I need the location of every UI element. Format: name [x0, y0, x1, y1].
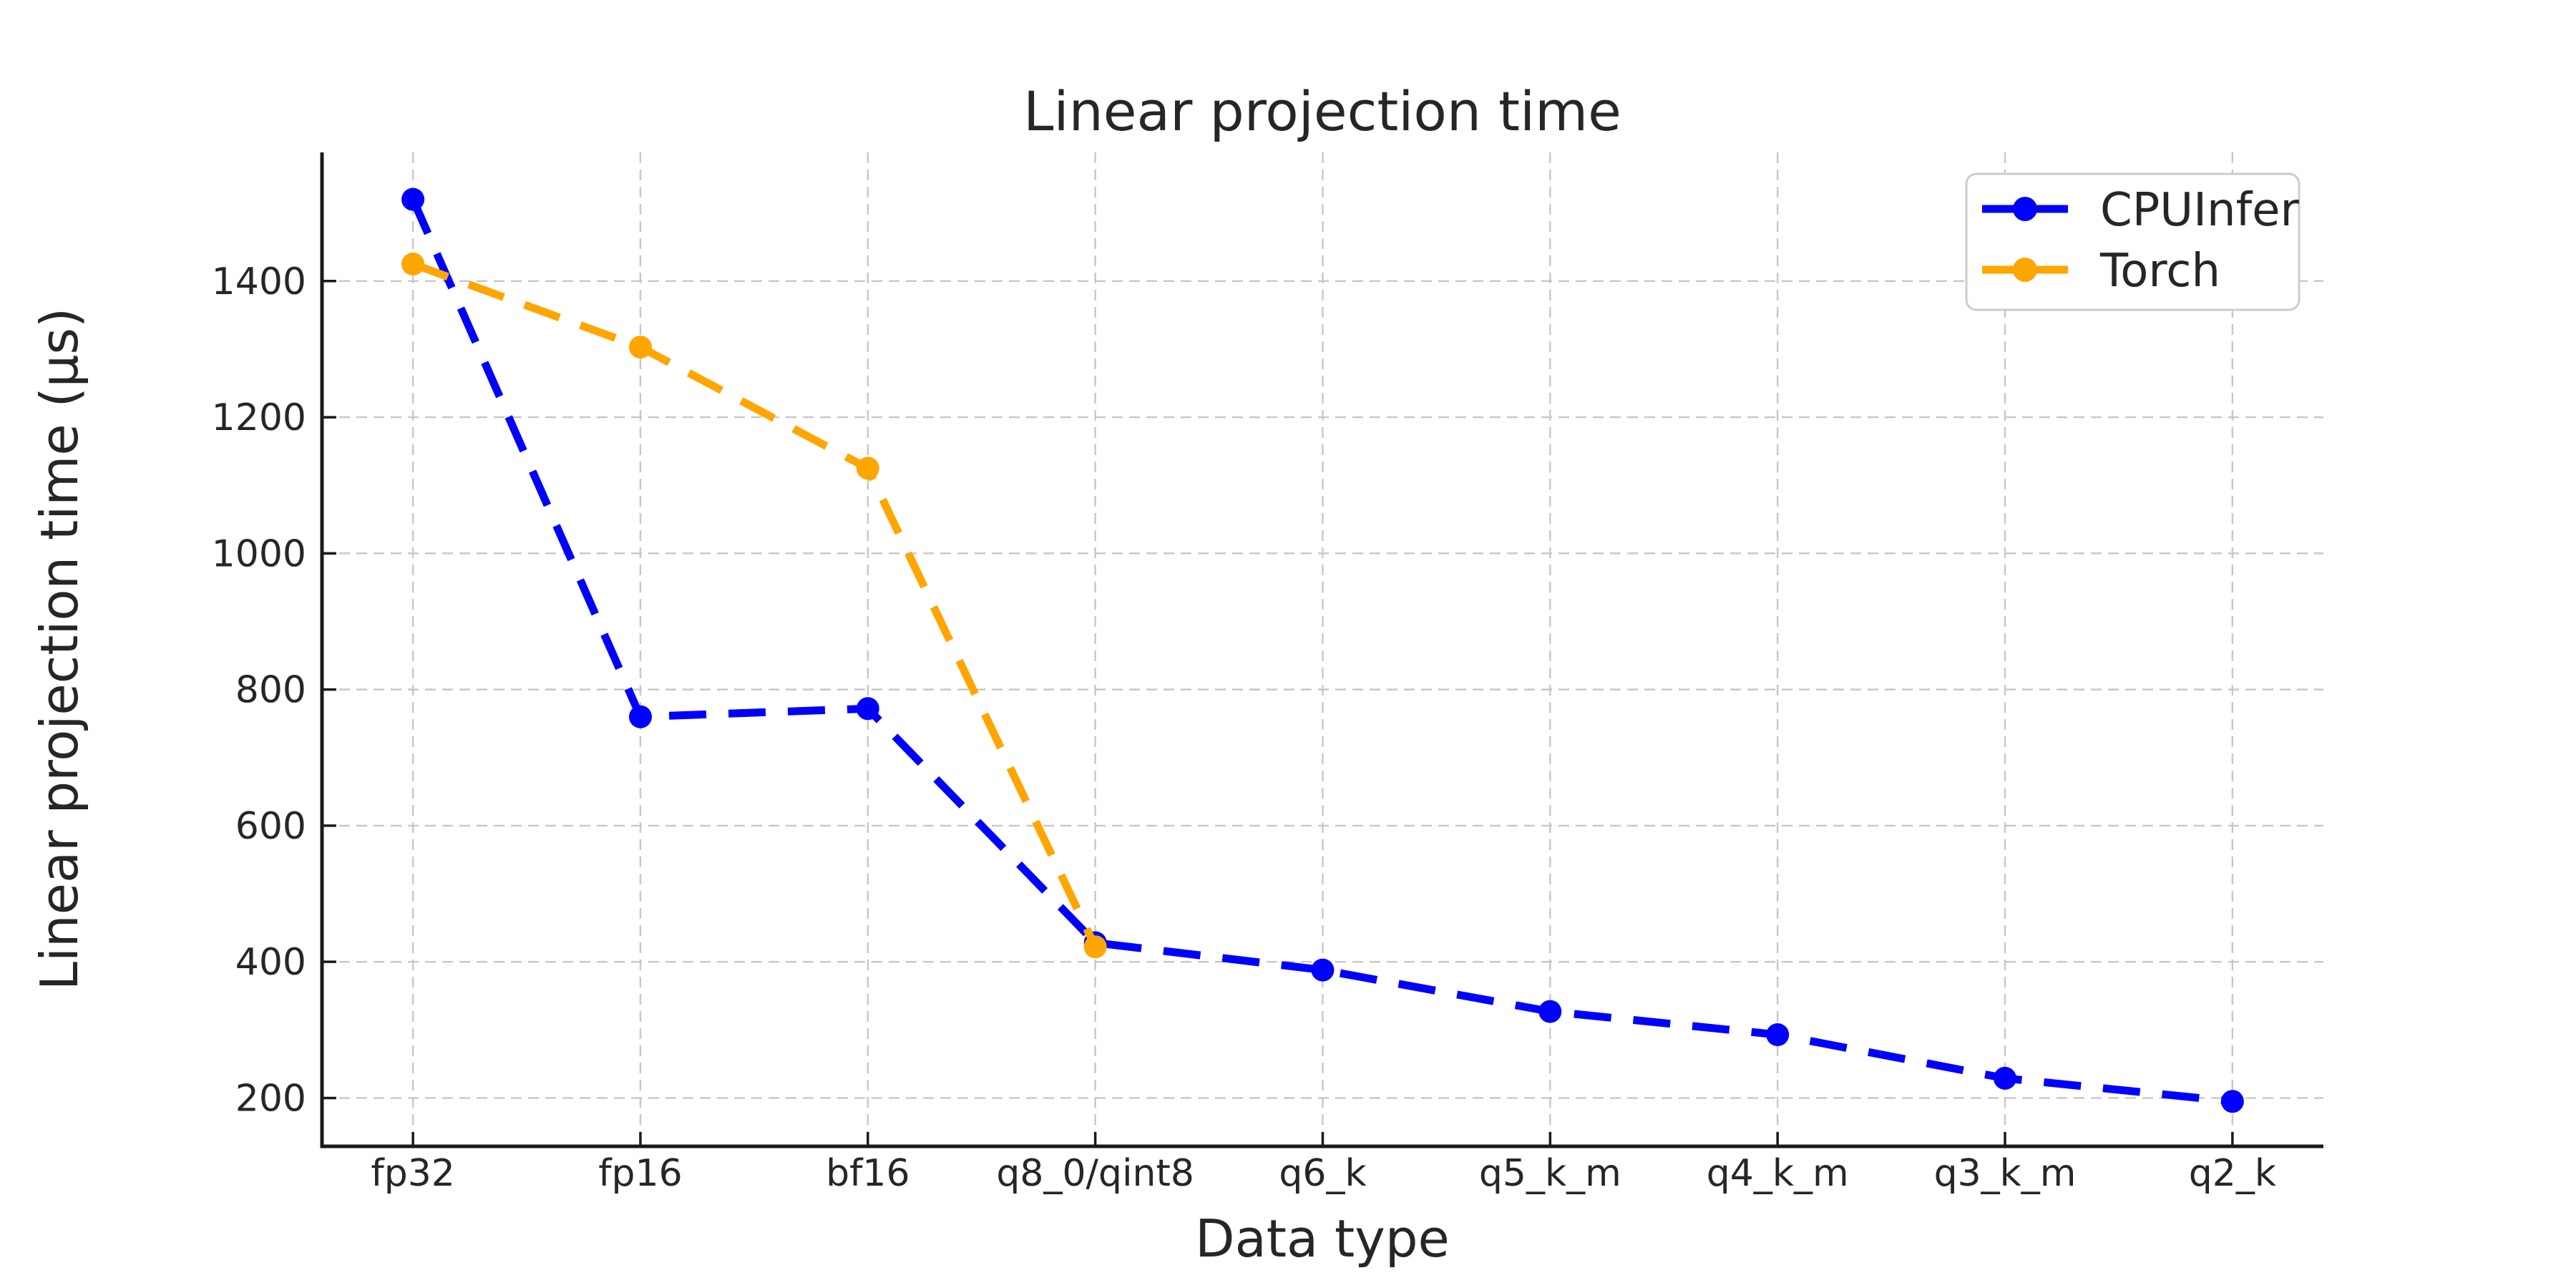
axes-layer — [320, 152, 2323, 1148]
data-point-cpuinfer-bf16 — [856, 697, 879, 721]
x-tick-label-q5_k_m: q5_k_m — [1479, 1152, 1621, 1195]
legend-label-cpuinfer: CPUInfer — [2100, 184, 2299, 237]
series-line-torch — [411, 260, 1099, 949]
y-tick-label-800: 800 — [235, 669, 306, 712]
series-line-cpuinfer — [409, 197, 2233, 1106]
data-point-torch-bf16 — [856, 457, 879, 480]
x-tick-label-q8_0/qint8: q8_0/qint8 — [996, 1152, 1194, 1195]
y-axis-label: Linear projection time (µs) — [29, 308, 89, 990]
legend-entry-cpuinfer: CPUInfer — [1982, 184, 2299, 237]
x-tick-label-q4_k_m: q4_k_m — [1707, 1152, 1849, 1195]
data-point-cpuinfer-q5_k_m — [1538, 1000, 1562, 1023]
data-point-cpuinfer-fp16 — [629, 705, 652, 728]
legend-marker-cpuinfer — [2013, 197, 2037, 221]
chart-title: Linear projection time — [1023, 79, 1621, 143]
x-tick-label-q6_k: q6_k — [1279, 1152, 1366, 1195]
legend-entry-torch: Torch — [1982, 245, 2220, 298]
legend-label-torch: Torch — [2099, 245, 2220, 298]
data-point-torch-fp32 — [401, 253, 425, 275]
data-point-cpuinfer-q4_k_m — [1766, 1023, 1790, 1046]
y-tick-label-1400: 1400 — [212, 260, 306, 303]
data-point-torch-q8_0/qint8 — [1083, 935, 1107, 959]
y-tick-label-200: 200 — [235, 1077, 306, 1120]
x-tick-label-fp16: fp16 — [598, 1152, 682, 1195]
x-tick-label-fp32: fp32 — [371, 1152, 454, 1195]
series-layer — [401, 187, 2244, 1113]
data-point-cpuinfer-q6_k — [1311, 958, 1335, 982]
legend: CPUInfer Torch — [1965, 172, 2301, 311]
y-tick-label-400: 400 — [235, 941, 306, 984]
x-tick-label-bf16: bf16 — [826, 1152, 909, 1195]
y-tick-label-600: 600 — [235, 805, 306, 848]
y-tick-label-1200: 1200 — [212, 396, 306, 439]
data-point-torch-fp16 — [629, 336, 652, 359]
x-axis-label: Data type — [1195, 1209, 1450, 1269]
legend-marker-torch — [2013, 258, 2037, 282]
data-point-cpuinfer-q2_k — [2220, 1090, 2244, 1113]
data-point-cpuinfer-fp32 — [401, 187, 425, 211]
x-tick-label-q2_k: q2_k — [2189, 1152, 2276, 1195]
data-point-cpuinfer-q3_k_m — [1994, 1066, 2016, 1090]
y-tick-label-1000: 1000 — [212, 532, 306, 575]
x-tick-label-q3_k_m: q3_k_m — [1934, 1152, 2077, 1195]
tick-label-layer: 200 400 600 800 1000 1200 1400 fp32 fp16 bf16 q8_0… — [212, 260, 2276, 1195]
